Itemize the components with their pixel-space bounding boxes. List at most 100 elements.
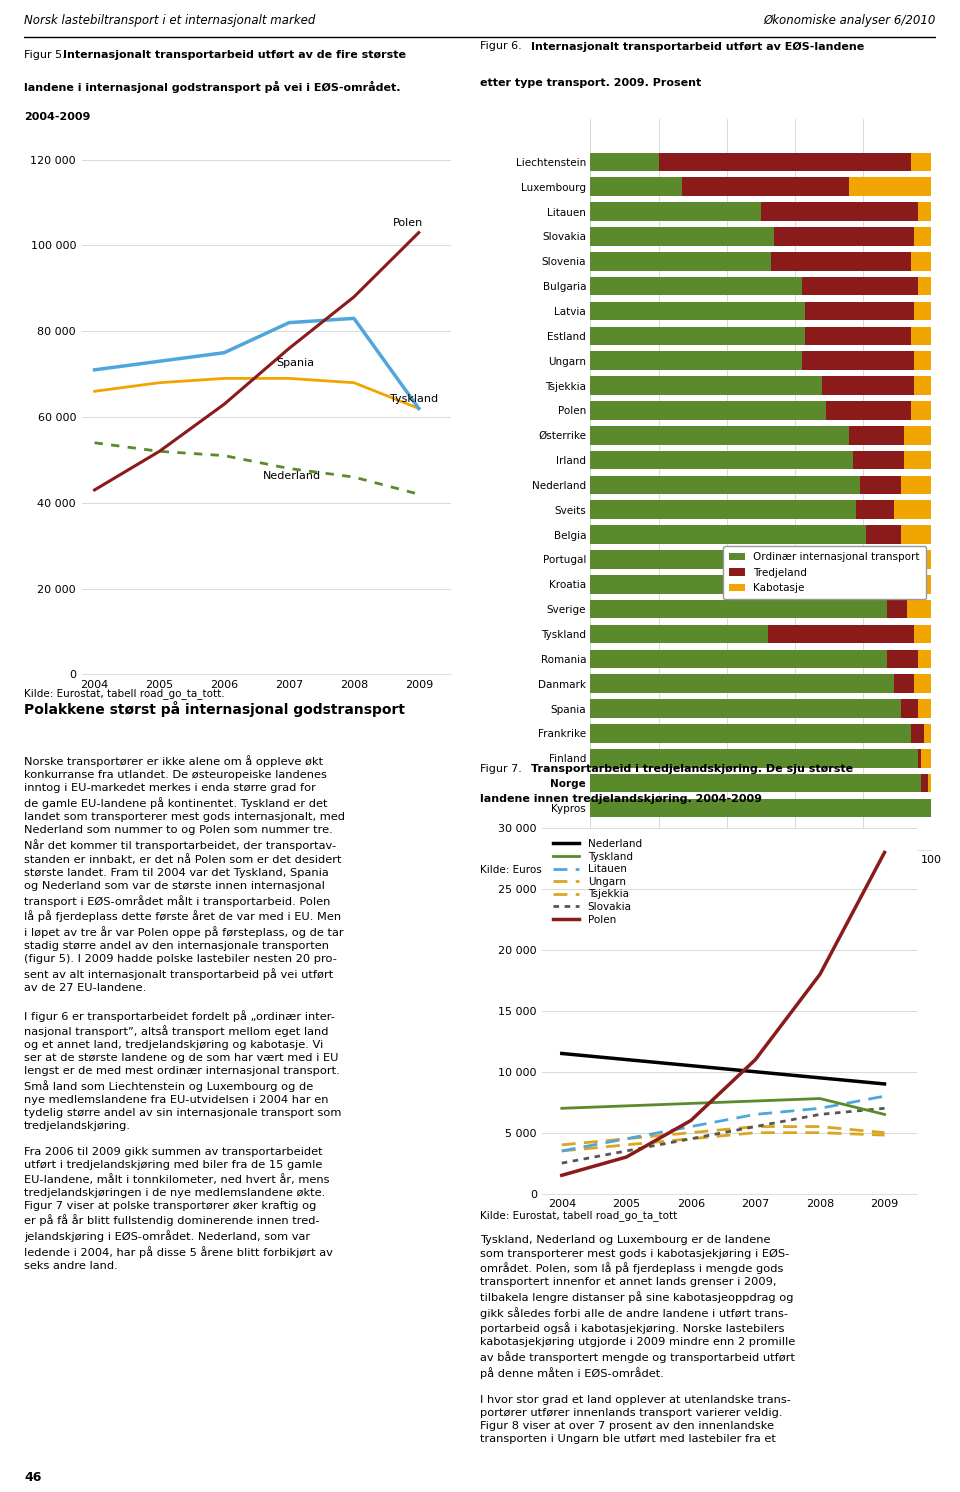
Bar bbox=[590, 600, 887, 619]
Bar bbox=[590, 252, 771, 270]
Bar bbox=[590, 625, 768, 643]
Bar bbox=[900, 525, 931, 545]
Bar bbox=[826, 401, 911, 419]
Bar bbox=[911, 401, 931, 419]
Bar bbox=[590, 203, 760, 221]
Legend: Nederland, Tyskland, Litauen, Ungarn, Tsjekkia, Slovakia, Polen: Nederland, Tyskland, Litauen, Ungarn, Ts… bbox=[551, 837, 644, 927]
Bar bbox=[924, 724, 931, 743]
Bar bbox=[590, 476, 859, 494]
Bar bbox=[590, 227, 775, 246]
Bar bbox=[914, 351, 931, 370]
Bar bbox=[894, 500, 931, 519]
Bar bbox=[590, 674, 894, 692]
Bar bbox=[590, 749, 918, 767]
Text: etter type transport. 2009. Prosent: etter type transport. 2009. Prosent bbox=[480, 78, 701, 88]
Bar bbox=[904, 425, 931, 445]
Bar bbox=[900, 476, 931, 494]
Bar bbox=[911, 551, 931, 568]
Bar bbox=[914, 674, 931, 692]
Bar bbox=[590, 351, 802, 370]
Bar bbox=[852, 451, 904, 470]
Bar bbox=[900, 700, 918, 718]
Text: Tyskland, Nederland og Luxembourg er de landene
som transporterer mest gods i ka: Tyskland, Nederland og Luxembourg er de … bbox=[480, 1235, 795, 1444]
Text: Transportarbeid i tredjelandskjøring. De sju største: Transportarbeid i tredjelandskjøring. De… bbox=[531, 764, 852, 774]
Bar bbox=[918, 700, 931, 718]
Bar bbox=[590, 798, 931, 818]
Bar bbox=[850, 178, 931, 195]
Bar bbox=[590, 500, 856, 519]
Bar bbox=[876, 574, 904, 594]
Bar bbox=[590, 525, 867, 545]
Bar bbox=[918, 649, 931, 668]
Bar bbox=[590, 649, 887, 668]
Bar bbox=[590, 700, 900, 718]
Legend: Ordinær internasjonal transport, Tredjeland, Kabotasje: Ordinær internasjonal transport, Tredjel… bbox=[723, 546, 926, 600]
Bar bbox=[590, 724, 911, 743]
Bar bbox=[876, 551, 911, 568]
Bar bbox=[822, 376, 914, 395]
Bar bbox=[859, 476, 900, 494]
Bar bbox=[683, 178, 850, 195]
Bar bbox=[768, 625, 914, 643]
Bar bbox=[590, 278, 802, 295]
Text: landene innen tredjelandskjøring. 2004-2009: landene innen tredjelandskjøring. 2004-2… bbox=[480, 794, 762, 804]
Bar bbox=[904, 451, 931, 470]
Bar bbox=[590, 327, 805, 345]
Text: Spania: Spania bbox=[276, 358, 314, 367]
Bar bbox=[590, 451, 852, 470]
Text: Kilde: Eurostat, tabell road_go_ta_tott.: Kilde: Eurostat, tabell road_go_ta_tott. bbox=[480, 864, 681, 876]
Bar bbox=[775, 227, 914, 246]
Text: Tyskland: Tyskland bbox=[390, 394, 438, 404]
Bar bbox=[921, 749, 931, 767]
Text: Polakkene størst på internasjonal godstransport: Polakkene størst på internasjonal godstr… bbox=[24, 701, 405, 718]
Bar bbox=[914, 376, 931, 395]
Bar bbox=[856, 500, 894, 519]
Bar bbox=[927, 774, 931, 792]
Bar bbox=[914, 625, 931, 643]
Bar bbox=[918, 749, 921, 767]
Bar bbox=[887, 600, 907, 619]
Bar bbox=[805, 301, 914, 321]
Text: 2004-2009: 2004-2009 bbox=[24, 112, 90, 122]
Text: Polen: Polen bbox=[393, 218, 423, 228]
Text: Figur 7.: Figur 7. bbox=[480, 764, 525, 774]
Bar bbox=[590, 774, 921, 792]
Text: Figur 5.: Figur 5. bbox=[24, 51, 69, 60]
Bar bbox=[907, 600, 931, 619]
Bar bbox=[590, 178, 683, 195]
Bar bbox=[867, 525, 900, 545]
Bar bbox=[911, 252, 931, 270]
Bar bbox=[911, 152, 931, 172]
Text: Kilde: Eurostat, tabell road_go_ta_tott: Kilde: Eurostat, tabell road_go_ta_tott bbox=[480, 1210, 677, 1222]
Text: Norsk lastebiltransport i et internasjonalt marked: Norsk lastebiltransport i et internasjon… bbox=[24, 15, 316, 27]
Bar bbox=[887, 649, 918, 668]
Bar bbox=[590, 574, 876, 594]
Text: Norske transportører er ikke alene om å oppleve økt
konkurranse fra utlandet. De: Norske transportører er ikke alene om å … bbox=[24, 755, 345, 1271]
Bar bbox=[590, 152, 659, 172]
Text: Internasjonalt transportarbeid utført av EØS-landene: Internasjonalt transportarbeid utført av… bbox=[531, 42, 864, 52]
Bar bbox=[590, 425, 850, 445]
Text: Internasjonalt transportarbeid utført av de fire største: Internasjonalt transportarbeid utført av… bbox=[62, 51, 406, 60]
Bar bbox=[802, 351, 914, 370]
Bar bbox=[760, 203, 918, 221]
Bar bbox=[850, 425, 904, 445]
Text: Kilde: Eurostat, tabell road_go_ta_tott.: Kilde: Eurostat, tabell road_go_ta_tott. bbox=[24, 688, 225, 700]
Text: Nederland: Nederland bbox=[263, 470, 322, 480]
Bar bbox=[805, 327, 911, 345]
Bar bbox=[918, 203, 931, 221]
Text: Økonomiske analyser 6/2010: Økonomiske analyser 6/2010 bbox=[763, 15, 936, 27]
Bar bbox=[914, 227, 931, 246]
Bar bbox=[904, 574, 931, 594]
Text: 46: 46 bbox=[24, 1471, 41, 1483]
Bar bbox=[590, 301, 805, 321]
Bar bbox=[911, 327, 931, 345]
Text: Figur 6.: Figur 6. bbox=[480, 42, 525, 51]
Bar bbox=[590, 401, 826, 419]
Bar bbox=[918, 278, 931, 295]
Bar bbox=[914, 301, 931, 321]
Bar bbox=[590, 376, 822, 395]
Bar bbox=[894, 674, 914, 692]
Bar bbox=[921, 774, 927, 792]
Bar bbox=[590, 551, 876, 568]
Bar bbox=[911, 724, 924, 743]
